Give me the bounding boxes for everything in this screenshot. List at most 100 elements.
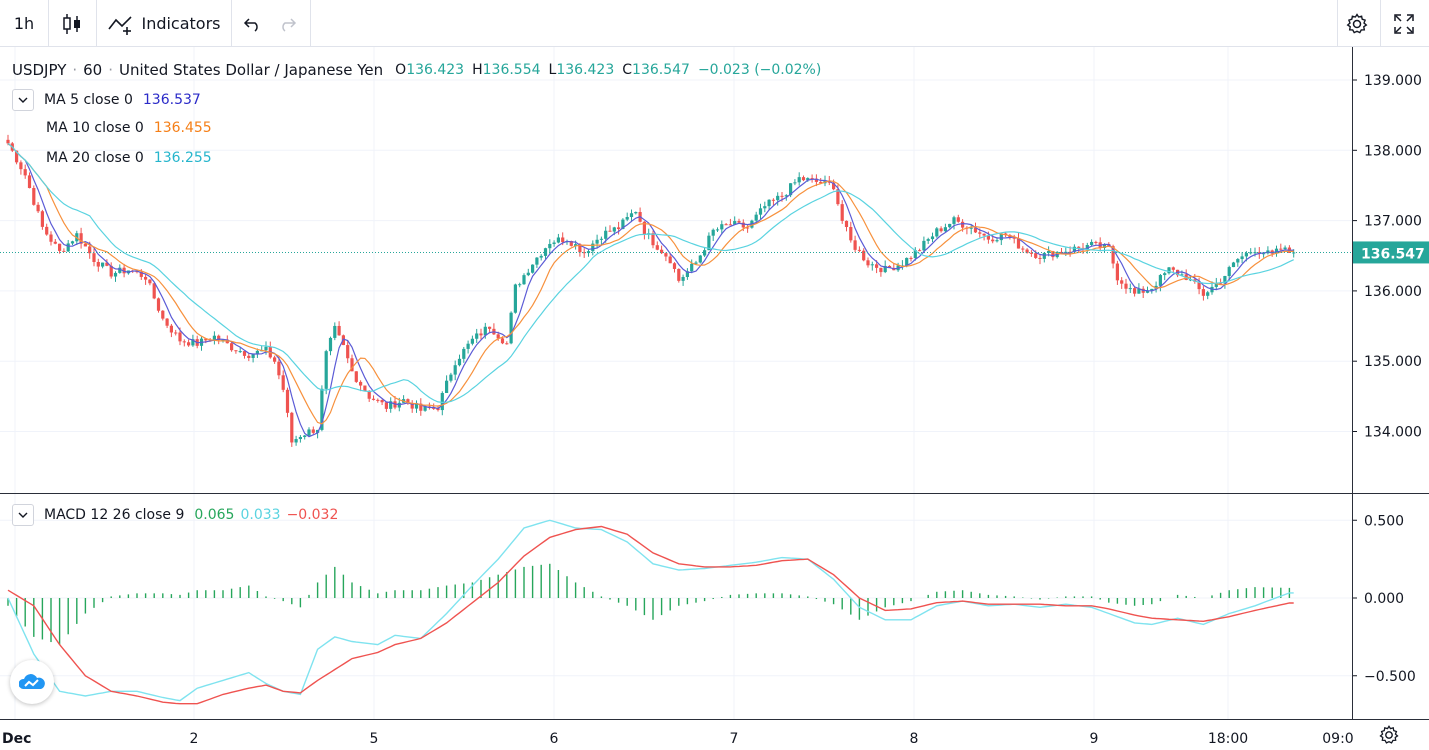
candle-body [875, 264, 879, 268]
ma10-legend: MA 10 close 0 136.455 [46, 120, 218, 136]
candle-body [432, 407, 436, 409]
ma10-value: 136.455 [153, 120, 212, 136]
candle-body [711, 229, 715, 236]
candle-body [191, 339, 195, 346]
candle-body [767, 199, 771, 207]
candle-body [1008, 235, 1012, 238]
chart-type-button[interactable] [49, 0, 95, 47]
candle-body [273, 357, 277, 362]
candle-body [19, 162, 23, 170]
collapse-macd-button[interactable] [12, 504, 34, 526]
ohlc-high: 136.554 [482, 62, 541, 78]
candle-body [376, 399, 380, 401]
grid [0, 47, 1352, 719]
undo-button[interactable] [236, 0, 270, 47]
candle-body [948, 223, 952, 228]
candle-body [423, 406, 427, 411]
toolbar-divider [96, 0, 97, 47]
candle-body [973, 227, 978, 233]
candle-body [870, 264, 874, 266]
candle-body [552, 242, 556, 244]
candle-body [754, 214, 758, 221]
toolbar-divider [310, 0, 311, 47]
candle-body [836, 189, 840, 205]
candle-body [1244, 253, 1248, 257]
settings-button[interactable] [1338, 0, 1376, 47]
signal-line [7, 525, 1294, 705]
axis-settings-button[interactable] [1378, 724, 1402, 746]
candle-body [1154, 285, 1158, 289]
candle-body [629, 213, 634, 218]
candle-body [337, 325, 341, 336]
candle-body [642, 221, 646, 235]
candle-body [23, 169, 27, 176]
symbol-description: United States Dollar / Japanese Yen [119, 61, 384, 79]
candle-body [569, 241, 573, 246]
time-tick-label: 9 [1090, 731, 1099, 747]
candle-body [995, 240, 999, 242]
candle-body [139, 271, 143, 277]
candle-body [1102, 244, 1107, 248]
candle-body [999, 233, 1003, 241]
candle-body [539, 255, 543, 258]
undo-icon [243, 17, 258, 32]
candle-body [982, 233, 986, 236]
candle-body [27, 175, 32, 189]
symbol-name[interactable]: USDJPY [12, 61, 67, 79]
candle-body [720, 224, 724, 230]
moving-averages [7, 142, 1294, 438]
candle-body [737, 221, 741, 223]
candle-body [333, 325, 337, 338]
candle-body [346, 345, 350, 359]
candle-body [1072, 246, 1076, 252]
candle-body [806, 178, 810, 181]
candle-body [488, 326, 492, 329]
ma20-legend: MA 20 close 0 136.255 [46, 150, 218, 166]
candle-body [789, 183, 793, 196]
candle-body [724, 224, 728, 226]
candle-body [574, 244, 578, 246]
candle-body [144, 276, 148, 280]
candle-body [234, 350, 238, 352]
chart-area[interactable]: Dec 2 5 6 7 8 9 18:00 09:0 139.000 138.000 137.000 1… [0, 47, 1429, 747]
candle-body [1231, 262, 1236, 268]
candle-body [707, 235, 711, 251]
collapse-legend-button[interactable] [12, 89, 34, 111]
candle-body [1128, 288, 1132, 290]
candle-body [88, 246, 92, 254]
candle-body [36, 204, 40, 212]
ohlc-close: 136.547 [632, 62, 690, 78]
ma20-value: 136.255 [153, 150, 212, 166]
time-tick-label: 6 [550, 731, 559, 747]
candle-body [741, 222, 745, 228]
candle-body [152, 283, 156, 299]
indicators-button[interactable]: Indicators [97, 0, 231, 47]
ohlc-low-label: L [548, 62, 557, 78]
gear-icon [1346, 12, 1368, 34]
candle-body [66, 243, 70, 252]
candle-body [1016, 238, 1021, 249]
candle-body [694, 262, 698, 264]
candle-body [617, 227, 621, 229]
candle-body [543, 248, 548, 256]
candle-body [290, 412, 294, 443]
candle-body [1029, 252, 1033, 254]
candle-body [316, 429, 320, 433]
candle-body [1111, 246, 1115, 264]
candle-body [660, 249, 664, 254]
candle-body [776, 195, 780, 201]
macd-tick-label: −0.500 [1364, 669, 1416, 685]
candle-body [1206, 292, 1210, 296]
interval-button[interactable]: 1h [0, 0, 48, 47]
candle-body [500, 338, 505, 344]
fullscreen-button[interactable] [1381, 0, 1427, 47]
ma5-line [7, 142, 1294, 438]
tradingview-logo[interactable] [10, 660, 54, 704]
candle-body [943, 227, 947, 232]
candle-body [148, 279, 152, 284]
redo-icon [282, 17, 297, 32]
time-tick-label: 09:0 [1322, 731, 1353, 747]
redo-button[interactable] [270, 0, 304, 47]
candle-body [113, 272, 118, 277]
ma5-label: MA 5 close 0 [44, 92, 133, 108]
